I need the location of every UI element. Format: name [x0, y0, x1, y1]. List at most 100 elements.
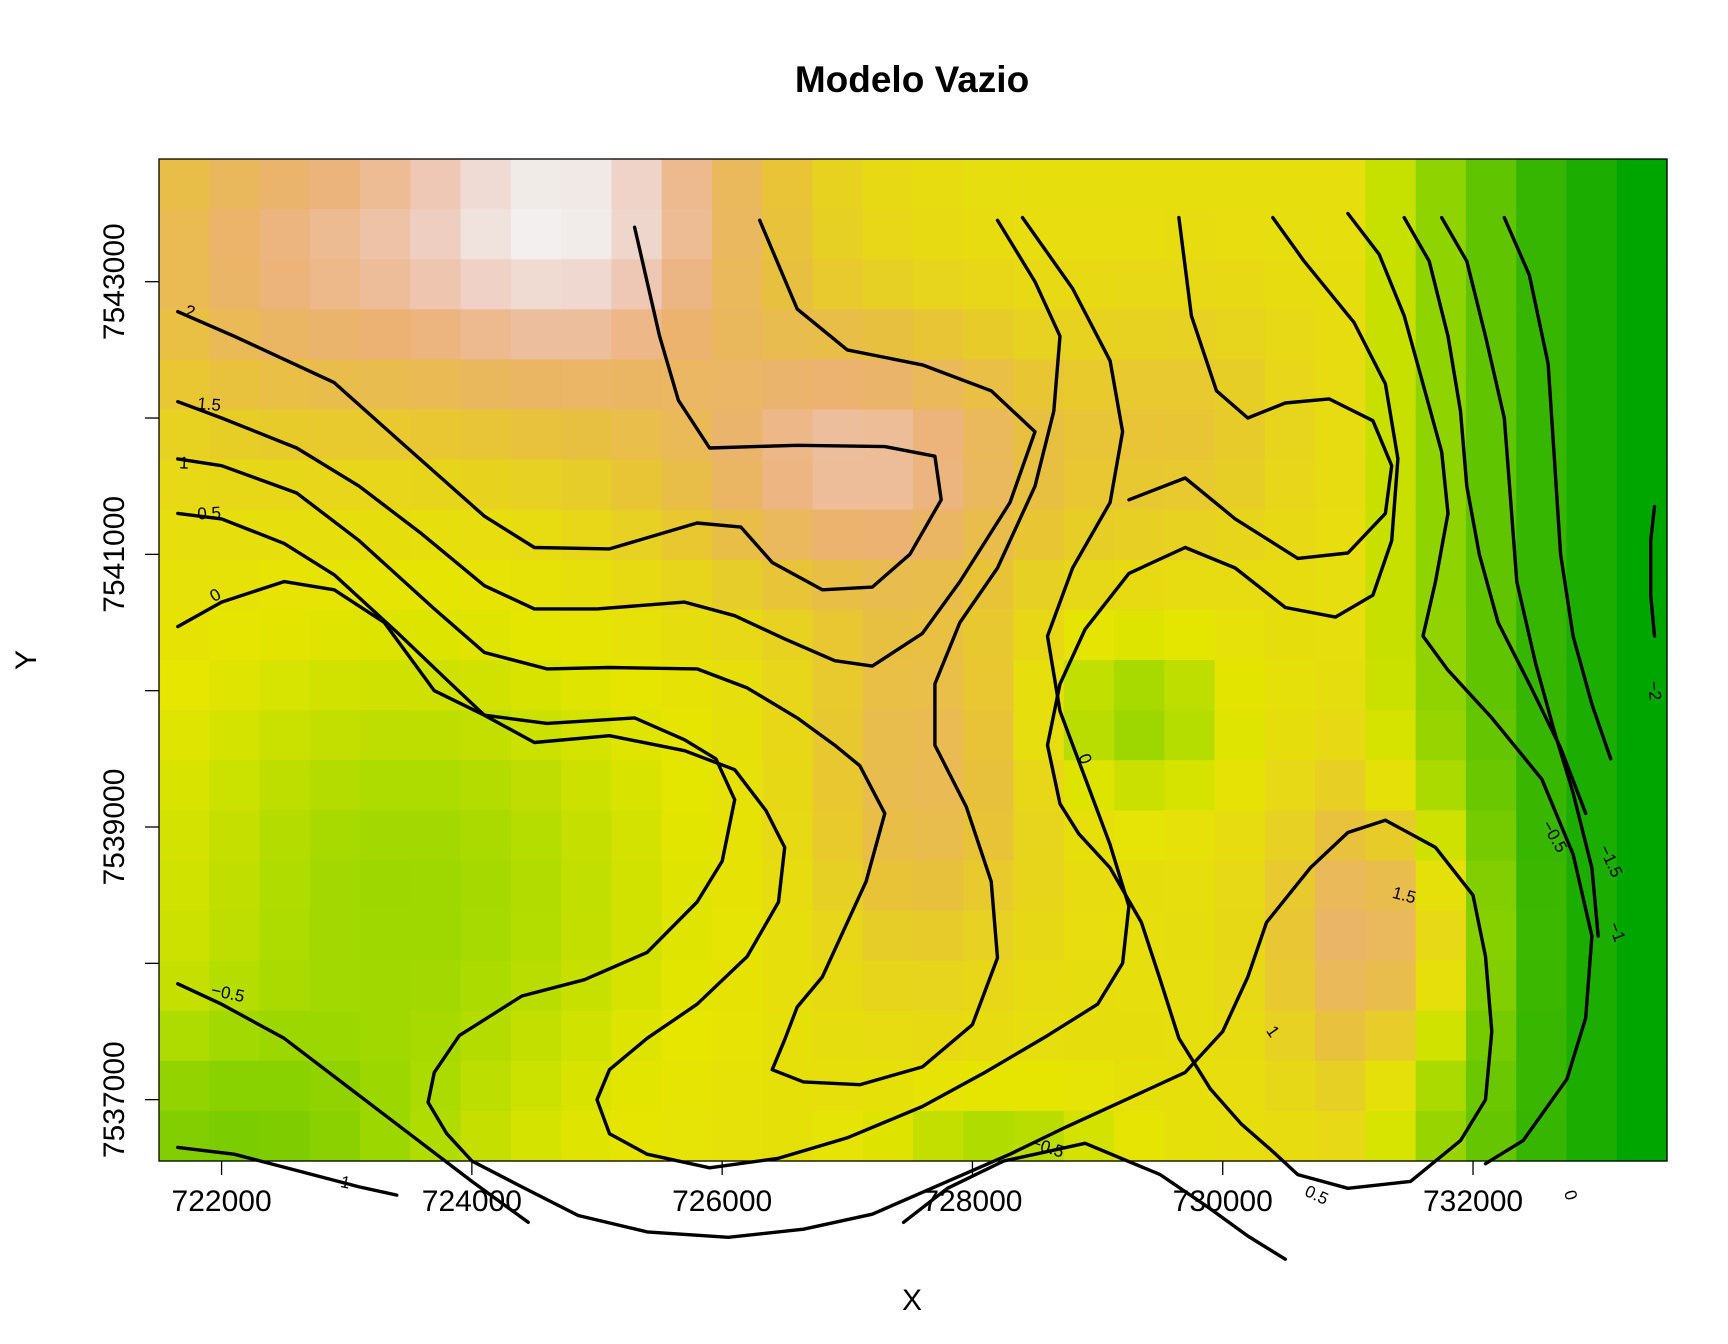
heatmap-cell [963, 609, 1015, 661]
heatmap-cell [762, 1110, 814, 1162]
heatmap-cell [1164, 810, 1216, 861]
heatmap-cell [1566, 810, 1618, 861]
contour-label: 0.5 [197, 503, 222, 523]
heatmap-cell [1516, 259, 1568, 310]
heatmap-cell [1365, 1060, 1417, 1112]
heatmap-cell [1063, 459, 1115, 511]
heatmap-cell [1616, 259, 1668, 310]
heatmap-cell [561, 910, 612, 962]
heatmap-cell [1315, 710, 1366, 761]
heatmap-cell [1114, 609, 1165, 661]
heatmap-cell [460, 359, 512, 411]
heatmap-cell [1315, 1060, 1366, 1112]
heatmap-cell [259, 609, 311, 661]
heatmap-cell [963, 1010, 1015, 1062]
heatmap-cell [963, 259, 1015, 310]
heatmap-cell [1566, 609, 1618, 661]
heatmap-cell [661, 259, 713, 310]
heatmap-cell [1214, 359, 1266, 411]
heatmap-cell [1516, 409, 1568, 461]
heatmap-cell [1415, 860, 1467, 912]
heatmap-cell [1013, 309, 1065, 360]
heatmap-cell [460, 409, 512, 461]
heatmap-cell [410, 559, 462, 611]
heatmap-cell [661, 1110, 713, 1162]
heatmap-cell [1465, 910, 1517, 962]
heatmap-cell [510, 159, 562, 210]
heatmap-cell [1264, 1110, 1316, 1162]
heatmap-cell [1164, 960, 1216, 1012]
heatmap-cell [1114, 660, 1165, 711]
heatmap-cell [1214, 309, 1266, 360]
heatmap-cell [209, 1060, 261, 1112]
heatmap-cell [1365, 660, 1417, 711]
heatmap-cell [1264, 559, 1316, 611]
heatmap-cell [1315, 509, 1366, 561]
heatmap-cell [1616, 1110, 1668, 1162]
contour-line [176, 225, 943, 592]
heatmap-cell [862, 960, 914, 1012]
heatmap-cell [1516, 209, 1568, 260]
heatmap-cell [1566, 559, 1618, 611]
heatmap-cell [460, 159, 512, 210]
heatmap-cell [1415, 1060, 1467, 1112]
heatmap-cell [460, 1110, 512, 1162]
heatmap-cell [963, 559, 1015, 611]
heatmap-cell [209, 660, 261, 711]
heatmap-cell [611, 810, 663, 861]
heatmap-cell [159, 609, 210, 661]
heatmap-cell [1063, 960, 1115, 1012]
heatmap-cell [1365, 710, 1417, 761]
heatmap-cell [661, 860, 713, 912]
heatmap-cell [1315, 409, 1366, 461]
heatmap-cell [1214, 710, 1266, 761]
heatmap-cell [259, 910, 311, 962]
heatmap-cell [309, 1060, 361, 1112]
heatmap-cell [1214, 509, 1266, 561]
heatmap-cell [259, 660, 311, 711]
y-axis-title: Y [10, 650, 43, 670]
heatmap-cell [711, 509, 763, 561]
heatmap-cell [1264, 660, 1316, 711]
heatmap-cell [510, 209, 562, 260]
heatmap-cell [1264, 1060, 1316, 1112]
contour-label: 1 [179, 453, 189, 472]
heatmap-cell [1264, 409, 1316, 461]
heatmap-cell [1516, 910, 1568, 962]
heatmap-cell [1214, 459, 1266, 511]
heatmap-cell [1566, 1060, 1618, 1112]
heatmap-cell [410, 509, 462, 561]
heatmap-cell [1365, 209, 1417, 260]
heatmap-cell [360, 309, 411, 360]
contour-label: 2 [183, 301, 197, 322]
heatmap-cell [159, 559, 210, 611]
heatmap-cell [1365, 159, 1417, 210]
heatmap-cell [1566, 509, 1618, 561]
heatmap-cell [1013, 860, 1065, 912]
heatmap-cell [410, 960, 462, 1012]
heatmap-cell [360, 1010, 411, 1062]
heatmap-cell [611, 409, 663, 461]
heatmap-cell [862, 810, 914, 861]
heatmap-cell [611, 910, 663, 962]
heatmap-cell [1264, 159, 1316, 210]
heatmap-cell [661, 609, 713, 661]
heatmap-cell [1315, 459, 1366, 511]
heatmap-cell [159, 1010, 210, 1062]
heatmap-cell [1114, 309, 1165, 360]
heatmap-cell [1114, 209, 1165, 260]
heatmap-cell [1415, 910, 1467, 962]
heatmap-cell [611, 559, 663, 611]
heatmap-cell [661, 159, 713, 210]
heatmap-cell [1315, 660, 1366, 711]
heatmap-cell [510, 1060, 562, 1112]
heatmap-cell [309, 810, 361, 861]
heatmap-cell [360, 159, 411, 210]
heatmap-cell [510, 1010, 562, 1062]
heatmap-cell [209, 1010, 261, 1062]
heatmap-cell [1465, 209, 1517, 260]
heatmap-cell [1264, 710, 1316, 761]
heatmap-cell [259, 1060, 311, 1112]
y-tick-label: 7543000 [98, 223, 131, 340]
heatmap-cell [1616, 159, 1668, 210]
